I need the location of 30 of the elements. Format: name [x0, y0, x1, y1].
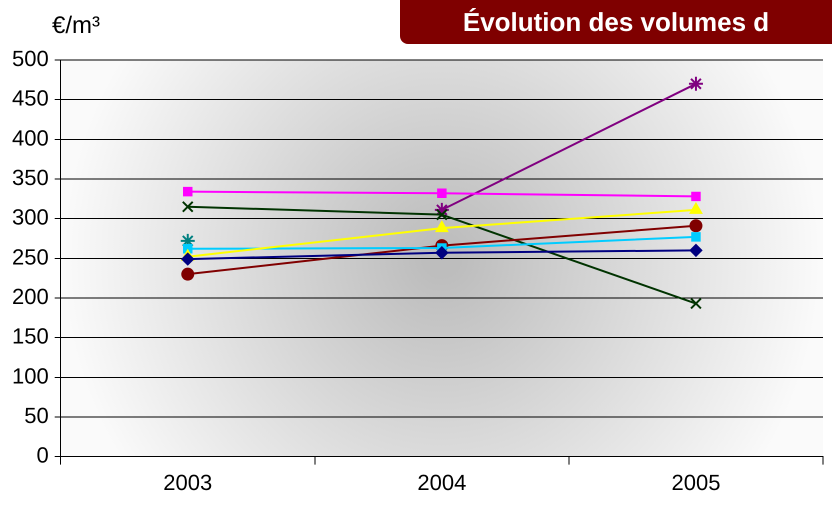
chart-title: Évolution des volumes d	[400, 0, 832, 44]
y-tick-label: 400	[12, 125, 49, 150]
y-axis-title: €/m³	[52, 12, 100, 40]
y-tick-label: 500	[12, 46, 49, 72]
point	[689, 219, 702, 232]
point	[691, 192, 701, 202]
point	[691, 232, 701, 242]
x-tick-label: 2003	[163, 470, 212, 495]
y-tick-label: 350	[12, 165, 49, 190]
y-tick-label: 0	[36, 442, 49, 468]
y-tick-label: 300	[12, 204, 49, 230]
point	[690, 298, 702, 310]
x-tick-label: 2005	[671, 470, 720, 495]
y-tick-label: 200	[12, 284, 49, 310]
point	[434, 202, 450, 218]
point	[436, 208, 448, 221]
y-tick-label: 450	[12, 86, 49, 111]
point	[437, 188, 447, 198]
y-tick-label: 150	[12, 324, 49, 349]
point	[181, 268, 194, 281]
point	[183, 186, 192, 196]
point	[435, 246, 448, 260]
y-tick-label: 50	[24, 403, 49, 428]
point	[688, 76, 704, 92]
point	[181, 252, 194, 266]
point	[182, 200, 194, 213]
point	[689, 244, 702, 257]
y-tick-label: 250	[12, 244, 49, 270]
x-tick-label: 2004	[417, 470, 466, 495]
y-tick-label: 100	[12, 363, 49, 388]
